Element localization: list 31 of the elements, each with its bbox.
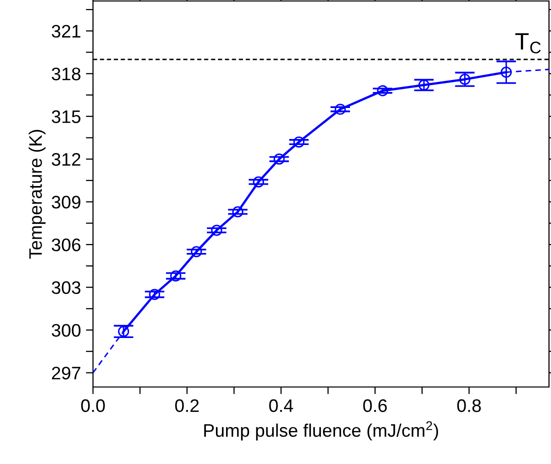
y-tick-label: 309 [52, 196, 80, 209]
point [118, 326, 130, 338]
y-tick-label: 306 [52, 238, 80, 252]
point [170, 270, 182, 282]
y-tick-label: 300 [52, 324, 80, 337]
x-tick-label: 0.8 [457, 399, 481, 412]
y-tick-label: 318 [52, 68, 80, 80]
y-axis-title: Temperature (K) [28, 130, 46, 259]
point [211, 224, 222, 236]
point [252, 176, 264, 188]
point [274, 154, 285, 165]
y-tick-label: 315 [52, 110, 80, 124]
x-tick-label: 0.2 [175, 399, 199, 412]
point [377, 85, 388, 96]
y-tick-label: 303 [52, 281, 80, 294]
point [334, 104, 346, 115]
y-tick-label: 312 [52, 153, 80, 166]
x-axis-title: Pump pulse fluence (mJ/cm$^{2}$) [204, 421, 438, 440]
point [500, 66, 512, 78]
point [418, 79, 430, 91]
x-tick-label: 0.6 [363, 399, 387, 412]
point [232, 206, 244, 218]
point [459, 74, 470, 85]
x-tick-label: 0.4 [269, 399, 294, 412]
y-tick-label: 321 [52, 24, 80, 38]
ref-line-label: T$_{C}$ [515, 33, 541, 54]
point [190, 246, 202, 258]
y-tick-label: 297 [52, 366, 80, 380]
point [293, 136, 304, 148]
x-tick-label: 0.0 [81, 399, 105, 412]
point [149, 288, 160, 300]
